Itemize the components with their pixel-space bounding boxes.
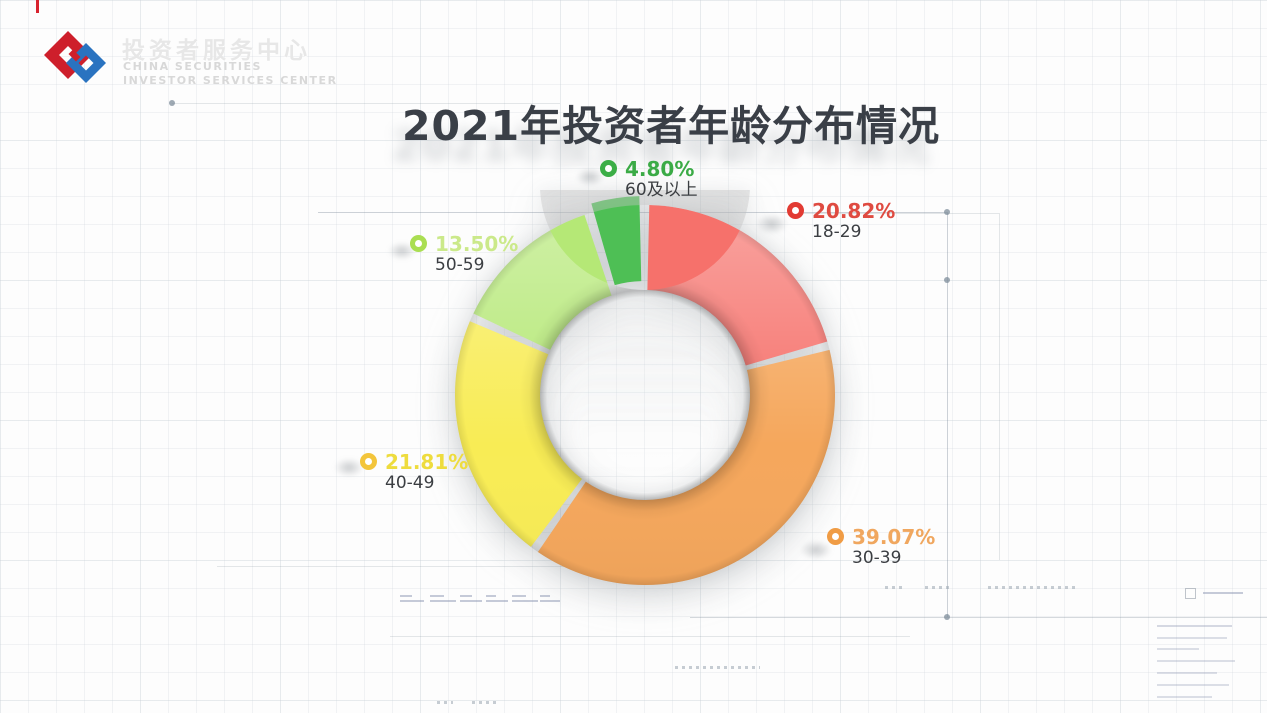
csisc-logo-icon xyxy=(44,31,106,83)
decor-micro-text xyxy=(1157,648,1199,650)
callout-40-49: 21.81% 40-49 xyxy=(360,451,468,494)
decor-micro-text xyxy=(486,595,496,597)
callout-60plus: 4.80% 60及以上 xyxy=(600,158,698,201)
decor-dot xyxy=(169,100,175,106)
decor-dotted-row xyxy=(472,701,498,704)
decor-micro-text xyxy=(1157,660,1235,662)
callout-percent: 13.50% xyxy=(435,232,519,256)
decor-micro-text xyxy=(540,600,560,602)
decor-dot xyxy=(944,277,950,283)
decor-dotted-row xyxy=(437,701,453,704)
decor-micro-text xyxy=(1157,637,1227,639)
callout-percent: 4.80% xyxy=(625,157,695,181)
decor-line xyxy=(172,103,560,104)
page-title: 2021年投资者年龄分布情况 xyxy=(402,102,941,150)
decor-dotted-row xyxy=(988,586,1076,589)
ring-icon xyxy=(410,235,427,252)
callout-range: 50-59 xyxy=(435,255,485,275)
decor-micro-text xyxy=(430,595,444,597)
callout-percent: 39.07% xyxy=(852,525,936,549)
decor-line xyxy=(390,636,910,637)
decor-legend-box xyxy=(1185,588,1196,599)
decor-dotted-row xyxy=(885,586,903,589)
decor-line xyxy=(217,566,567,567)
logo-en-line1: CHINA SECURITIES xyxy=(123,60,262,73)
decor-red-tick xyxy=(36,0,39,13)
decor-micro-text xyxy=(400,595,412,597)
ring-icon xyxy=(600,160,617,177)
callout-range: 18-29 xyxy=(812,222,862,242)
decor-line xyxy=(999,213,1000,560)
decor-micro-text xyxy=(400,600,424,602)
decor-dot xyxy=(944,209,950,215)
decor-micro-text xyxy=(1157,696,1212,698)
decor-line xyxy=(947,212,948,617)
decor-micro-text xyxy=(1157,672,1217,674)
logo-cn-name: 投资者服务中心 xyxy=(122,38,311,64)
logo-en-line2: INVESTOR SERVICES CENTER xyxy=(123,74,338,87)
decor-micro-text xyxy=(460,600,482,602)
callout-range: 60及以上 xyxy=(625,180,698,200)
decor-blob xyxy=(800,540,832,560)
decor-micro-text xyxy=(430,600,456,602)
ring-icon xyxy=(787,202,804,219)
page-title-ghost: 2021年投资者年龄分布情况 xyxy=(392,122,931,170)
decor-micro-text xyxy=(1203,592,1243,594)
callout-percent: 21.81% xyxy=(385,450,469,474)
decor-micro-text xyxy=(1157,625,1232,627)
decor-dot xyxy=(944,614,950,620)
callout-50-59: 13.50% 50-59 xyxy=(410,233,518,276)
decor-blob xyxy=(756,214,788,234)
ring-icon xyxy=(360,453,377,470)
decor-micro-text xyxy=(512,600,538,602)
decor-dotted-row xyxy=(925,586,953,589)
callout-range: 40-49 xyxy=(385,473,435,493)
callout-30-39: 39.07% 30-39 xyxy=(827,526,935,569)
callout-range: 30-39 xyxy=(852,548,902,568)
decor-blob xyxy=(334,458,364,477)
decor-line xyxy=(800,213,999,214)
callout-percent: 20.82% xyxy=(812,199,896,223)
donut-slice-60及以上[interactable] xyxy=(591,196,642,286)
logo-red-overlap xyxy=(68,49,81,62)
decor-micro-text xyxy=(540,595,550,597)
decor-line xyxy=(690,617,1267,618)
decor-micro-text xyxy=(1157,684,1229,686)
decor-micro-text xyxy=(512,595,526,597)
decor-micro-text xyxy=(486,600,508,602)
donut-rim-shadow xyxy=(454,190,835,585)
decor-blob xyxy=(576,168,604,186)
decor-dotted-row xyxy=(675,666,760,669)
ring-icon xyxy=(827,528,844,545)
callout-18-29: 20.82% 18-29 xyxy=(787,200,895,243)
donut-chart xyxy=(454,190,836,585)
decor-blob xyxy=(388,242,416,260)
decor-micro-text xyxy=(460,595,472,597)
